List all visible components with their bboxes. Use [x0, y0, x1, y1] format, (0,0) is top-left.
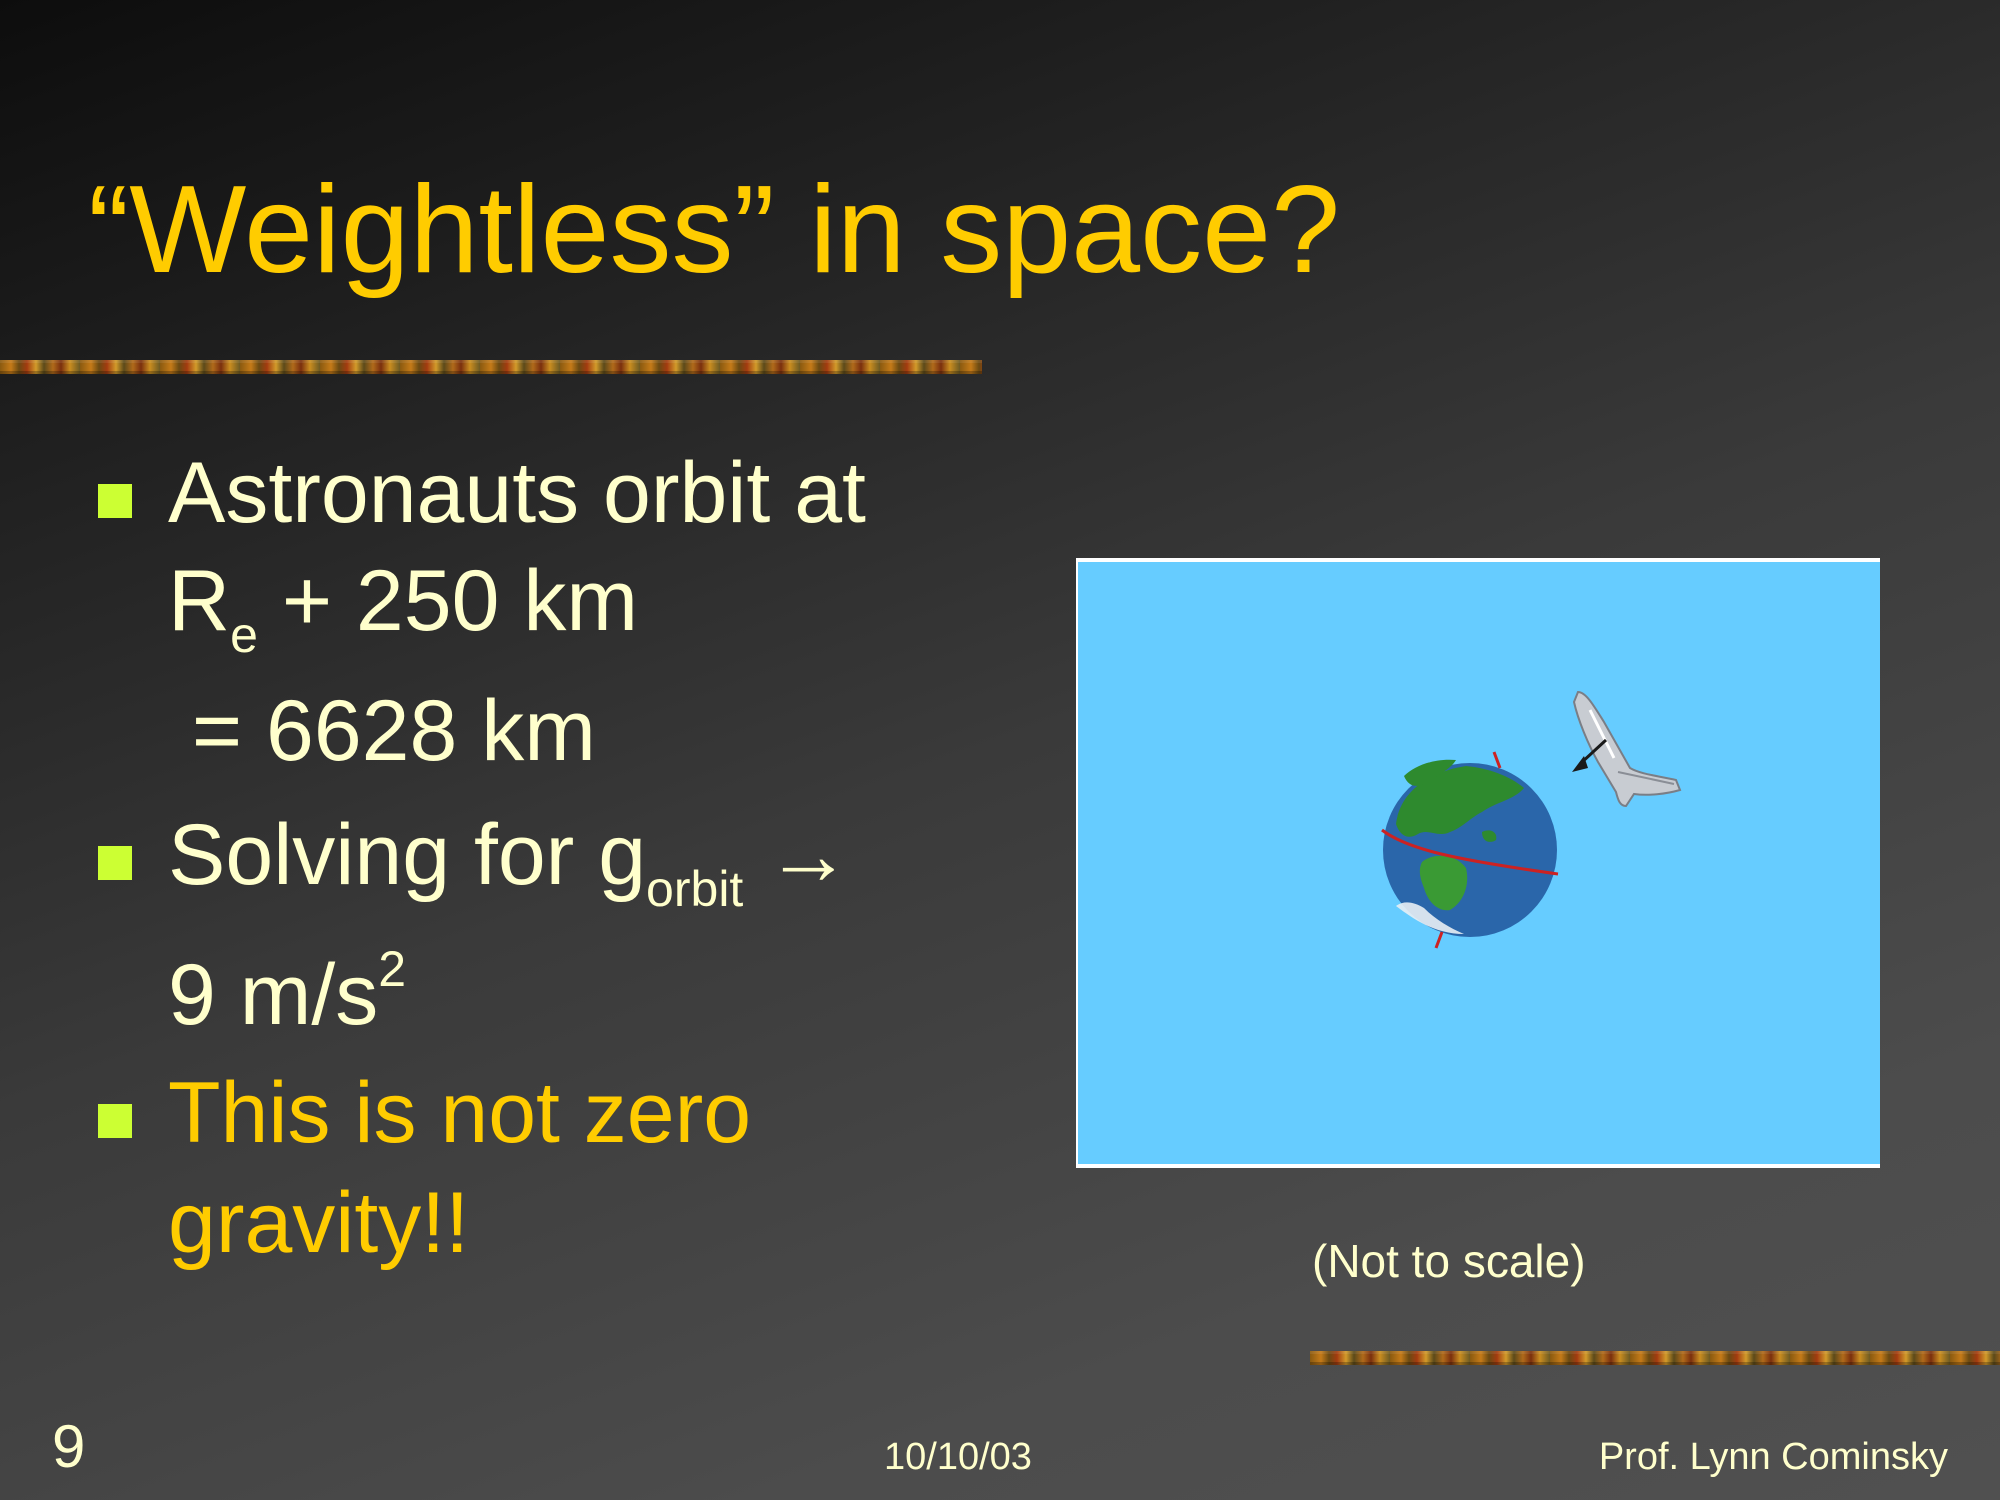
- orbit-illustration: [1076, 558, 1880, 1168]
- right-arrow-icon: →: [765, 807, 852, 903]
- bullet-1-line-3: = 6628 km: [168, 683, 596, 779]
- bullet-3-line-2: gravity!!: [168, 1175, 470, 1271]
- gravity-label: Solving for g: [168, 807, 647, 903]
- radius-symbol: R: [168, 553, 231, 649]
- gravity-subscript: orbit: [646, 861, 744, 917]
- gravity-value: 9 m/s: [168, 947, 379, 1043]
- earth-globe-icon: [1381, 751, 1559, 949]
- bullet-1-line-1: Astronauts orbit at: [168, 445, 866, 541]
- bullet-square-icon: [98, 1104, 132, 1138]
- bullet-square-icon: [98, 846, 132, 880]
- bullet-square-icon: [98, 484, 132, 518]
- footer-date: 10/10/03: [884, 1436, 1032, 1478]
- bullet-3-line-1: This is not zero: [168, 1065, 752, 1161]
- radius-subscript: e: [230, 607, 258, 663]
- bullet-1-line-2: Re + 250 km: [168, 558, 638, 660]
- title-divider: [0, 360, 982, 374]
- bullet-2-line-1: Solving for gorbit →: [168, 812, 851, 914]
- footer-divider: [1310, 1351, 2000, 1365]
- slide-number: 9: [52, 1413, 86, 1480]
- slide-title: “Weightless” in space?: [88, 161, 1341, 299]
- bullet-2-line-2: 9 m/s2: [168, 944, 406, 1038]
- gravity-exponent: 2: [378, 941, 407, 997]
- footer-author: Prof. Lynn Cominsky: [1598, 1436, 1948, 1478]
- figure-caption: (Not to scale): [1312, 1235, 1586, 1287]
- orbit-illustration-svg: [1381, 690, 1682, 949]
- radius-addend: + 250 km: [257, 553, 638, 649]
- space-shuttle-icon: [1572, 690, 1682, 808]
